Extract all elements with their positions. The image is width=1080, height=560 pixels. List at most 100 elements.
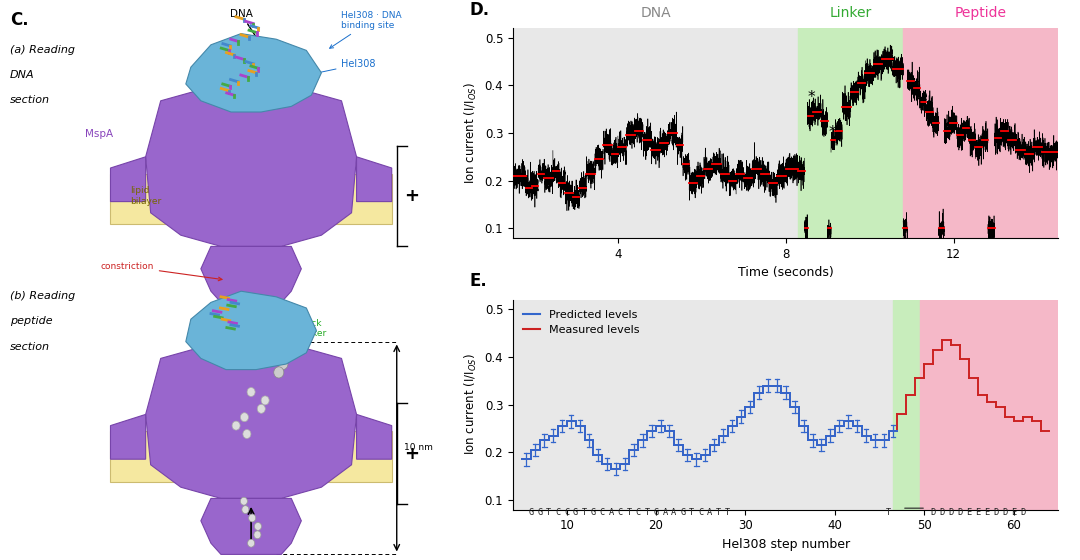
Text: E: E <box>967 508 972 517</box>
Text: MspA: MspA <box>85 129 113 139</box>
Circle shape <box>273 367 284 378</box>
Polygon shape <box>146 84 356 246</box>
Text: G: G <box>573 508 578 517</box>
Text: T: T <box>582 508 588 517</box>
Circle shape <box>271 333 281 344</box>
Text: C: C <box>555 508 561 517</box>
Text: *: * <box>808 90 815 105</box>
Text: E: E <box>975 508 981 517</box>
Circle shape <box>261 308 271 319</box>
FancyBboxPatch shape <box>110 431 392 482</box>
Text: G: G <box>680 508 686 517</box>
Circle shape <box>247 388 255 396</box>
Circle shape <box>248 514 256 522</box>
Bar <box>903 28 1058 238</box>
Bar <box>893 300 920 510</box>
Polygon shape <box>356 157 392 202</box>
Text: T: T <box>689 508 694 517</box>
Polygon shape <box>110 157 146 202</box>
Text: D: D <box>940 508 945 517</box>
Text: G: G <box>591 508 596 517</box>
Text: E: E <box>1011 508 1016 517</box>
Bar <box>920 300 1058 510</box>
Circle shape <box>233 350 243 361</box>
Text: click
linker: click linker <box>265 319 326 347</box>
Text: Hel308 · DNA
binding site: Hel308 · DNA binding site <box>329 11 402 48</box>
Circle shape <box>255 522 261 530</box>
Text: C: C <box>698 508 703 517</box>
Y-axis label: Ion current (I/I$_{OS}$): Ion current (I/I$_{OS}$) <box>463 354 480 455</box>
Text: G: G <box>537 508 542 517</box>
Polygon shape <box>110 414 146 459</box>
Text: G: G <box>528 508 534 517</box>
Text: DNA: DNA <box>230 9 259 41</box>
Text: A: A <box>662 508 667 517</box>
Text: (a) Reading: (a) Reading <box>10 45 75 55</box>
Circle shape <box>261 396 269 405</box>
Text: +: + <box>404 187 419 205</box>
Circle shape <box>247 539 255 547</box>
Text: C: C <box>618 508 623 517</box>
Text: section: section <box>10 95 50 105</box>
Circle shape <box>254 531 261 539</box>
Text: T: T <box>645 508 650 517</box>
Text: constriction: constriction <box>100 262 222 281</box>
Text: G: G <box>653 508 659 517</box>
Text: T: T <box>546 508 552 517</box>
Text: T: T <box>725 508 730 517</box>
Circle shape <box>243 430 251 438</box>
Circle shape <box>257 404 266 413</box>
Text: A: A <box>609 508 613 517</box>
Text: Linker: Linker <box>829 6 872 20</box>
Legend: Predicted levels, Measured levels: Predicted levels, Measured levels <box>518 305 644 339</box>
Circle shape <box>227 325 237 336</box>
Bar <box>513 300 893 510</box>
Circle shape <box>242 506 248 514</box>
Text: C: C <box>564 508 569 517</box>
Text: †: † <box>916 95 923 109</box>
Text: D.: D. <box>470 1 489 18</box>
X-axis label: Hel308 step number: Hel308 step number <box>721 538 850 551</box>
Text: (b) Reading: (b) Reading <box>10 291 76 301</box>
Text: T: T <box>886 508 891 517</box>
Text: T: T <box>716 508 721 517</box>
Circle shape <box>232 421 240 430</box>
Text: D: D <box>1020 508 1025 517</box>
Polygon shape <box>186 291 316 370</box>
Text: lipid
bilayer: lipid bilayer <box>131 186 162 206</box>
Circle shape <box>230 316 241 328</box>
Circle shape <box>278 358 288 370</box>
Text: *: * <box>828 125 837 141</box>
Polygon shape <box>186 34 322 112</box>
Polygon shape <box>201 246 301 302</box>
Polygon shape <box>356 414 392 459</box>
Text: peptide: peptide <box>10 316 53 326</box>
Circle shape <box>252 342 262 353</box>
Bar <box>513 28 798 238</box>
Text: DNA: DNA <box>640 6 671 20</box>
Text: D: D <box>931 508 936 517</box>
Text: T: T <box>626 508 632 517</box>
Polygon shape <box>146 342 356 498</box>
Text: D: D <box>948 508 954 517</box>
FancyBboxPatch shape <box>110 174 392 224</box>
Text: 10 nm: 10 nm <box>404 444 433 452</box>
Text: A: A <box>672 508 676 517</box>
Text: D: D <box>1002 508 1008 517</box>
Text: D: D <box>958 508 962 517</box>
Text: peptide: peptide <box>301 416 336 424</box>
Text: C: C <box>599 508 605 517</box>
Text: C: C <box>635 508 640 517</box>
Text: A: A <box>707 508 713 517</box>
Circle shape <box>241 413 248 422</box>
Text: E.: E. <box>470 272 487 290</box>
Text: D: D <box>994 508 998 517</box>
Bar <box>798 28 903 238</box>
Text: DNA: DNA <box>10 70 35 80</box>
X-axis label: Time (seconds): Time (seconds) <box>738 266 834 279</box>
Polygon shape <box>201 498 301 554</box>
Text: section: section <box>10 342 50 352</box>
Text: C.: C. <box>10 11 29 29</box>
Circle shape <box>241 497 247 505</box>
Text: Peptide: Peptide <box>955 6 1007 20</box>
